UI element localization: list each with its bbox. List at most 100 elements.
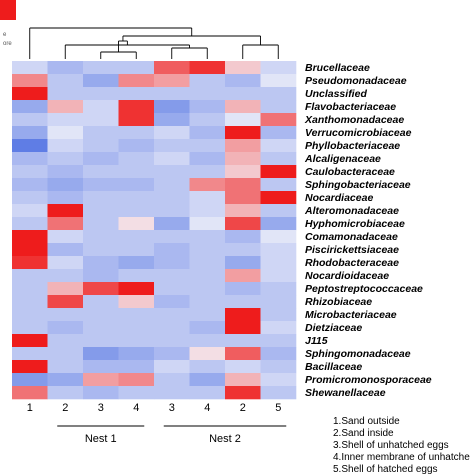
heatmap-cell [12,61,48,75]
heatmap-cell [189,295,226,309]
column-label: 1 [27,402,33,414]
row-label: Hyphomicrobiaceae [305,218,405,230]
heatmap-cell [118,204,155,218]
row-label: Microbacteriaceae [305,309,397,321]
heatmap-cell [189,386,226,400]
heatmap-cell [118,74,155,88]
row-label: Bacillaceae [305,361,362,373]
heatmap-cell [12,178,48,192]
heatmap-cell [260,269,297,283]
heatmap-cell [189,308,226,322]
group-label: Nest 1 [85,433,117,445]
heatmap-cell [47,295,84,309]
row-label: Sphingomonadaceae [305,348,411,360]
heatmap-cell [12,152,48,166]
heatmap-cell [225,334,261,348]
row-label: J115 [305,335,328,347]
heatmap-cell [189,282,226,296]
heatmap-cell [260,386,297,400]
legend-entry: 3.Shell of unhatched eggs [333,440,449,451]
heatmap-cell [83,373,119,387]
heatmap-cell [47,113,84,127]
heatmap-cell [154,269,190,283]
heatmap-cell [189,100,226,114]
heatmap-cell [225,282,261,296]
heatmap-cell [189,178,226,192]
heatmap-cell [118,152,155,166]
heatmap-cell [12,126,48,140]
heatmap-cell [118,165,155,179]
row-label: Shewanellaceae [305,387,386,399]
heatmap-cell [47,269,84,283]
heatmap-cell [47,100,84,114]
heatmap-cell [83,165,119,179]
heatmap-cell [225,321,261,335]
heatmap-cell [12,243,48,257]
heatmap-cell [225,61,261,75]
column-label: 3 [169,402,175,414]
heatmap-cell [154,126,190,140]
row-label: Verrucomicrobiaceae [305,127,412,139]
heatmap-cell [12,282,48,296]
color-key-label: ore [3,41,12,47]
heatmap-cell [83,360,119,374]
column-label: 5 [275,402,281,414]
heatmap-cell [225,178,261,192]
heatmap-cell [47,256,84,270]
heatmap-cell [260,282,297,296]
heatmap-cell [118,100,155,114]
heatmap-cell [260,139,297,153]
heatmap-cell [118,386,155,400]
legend-entry: 1.Sand outside [333,416,400,427]
row-label: Comamonadaceae [305,231,398,243]
heatmap-cell [12,100,48,114]
heatmap-cell [225,360,261,374]
heatmap-cell [83,61,119,75]
row-label: Sphingobacteriaceae [305,179,411,191]
heatmap-cell [12,269,48,283]
heatmap-cell [83,178,119,192]
heatmap-cell [47,230,84,244]
heatmap-cell [154,386,190,400]
color-key: e ore [0,0,16,47]
heatmap-cell [154,373,190,387]
heatmap-cell [47,360,84,374]
heatmap-cell [83,347,119,361]
heatmap-cell [189,165,226,179]
heatmap-cell [12,165,48,179]
heatmap-cell [154,139,190,153]
heatmap-cell [83,295,119,309]
heatmap-cell [225,152,261,166]
heatmap-cell [189,373,226,387]
row-label: Nocardiaceae [305,192,373,204]
heatmap-cell [47,126,84,140]
heatmap-cell [118,282,155,296]
column-label: 4 [133,402,139,414]
column-label: 3 [98,402,104,414]
heatmap-cell [47,321,84,335]
heatmap-cell [260,217,297,231]
row-label: Flavobacteriaceae [305,101,396,113]
heatmap-cell [225,373,261,387]
heatmap-cell [12,321,48,335]
heatmap-cell [225,347,261,361]
heatmap-cell [189,61,226,75]
column-label: 2 [240,402,246,414]
legend-entry: 5.Shell of hatched eggs [333,464,438,474]
heatmap-cell [154,204,190,218]
heatmap-cell [189,334,226,348]
heatmap-cell [118,295,155,309]
color-key-swatch [0,0,16,20]
heatmap-cell [260,347,297,361]
heatmap-cell [189,230,226,244]
heatmap-cell [154,308,190,322]
heatmap-cell [118,126,155,140]
heatmap-cell [154,191,190,205]
heatmap-cell [260,152,297,166]
heatmap-cell [260,204,297,218]
heatmap-cell [83,204,119,218]
row-label: Xanthomonadaceae [304,114,404,126]
heatmap-cell [154,165,190,179]
heatmap-cell [83,217,119,231]
